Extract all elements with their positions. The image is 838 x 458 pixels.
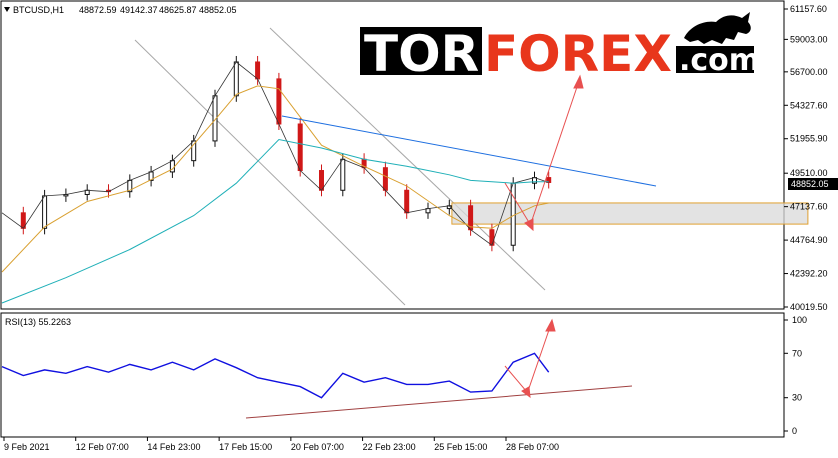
- candle-body: [404, 189, 410, 214]
- price-y-tick-label: 51955.90: [790, 134, 828, 144]
- candle-body: [42, 195, 48, 229]
- ohlc-low: 48625.87: [159, 5, 197, 15]
- logo-text-forex: FOREX: [484, 25, 672, 83]
- ohlc-open: 48872.59: [79, 5, 117, 15]
- logo-text-com: .com: [679, 43, 760, 78]
- candle-body: [255, 61, 261, 80]
- price-y-tick-label: 56700.00: [790, 67, 828, 77]
- logo-box-com: [676, 46, 754, 73]
- forecast-arrow-down: [504, 182, 531, 225]
- price-panel-header: BTCUSD,H1 48872.59 49142.37 48625.87 488…: [4, 5, 237, 15]
- candle-body: [340, 158, 346, 191]
- rsi-forecast-arrow-down: [504, 365, 528, 393]
- rsi-line: [1, 352, 550, 399]
- support-zone: [451, 202, 809, 225]
- rsi-series: [1, 352, 550, 399]
- rsi-y-tick-label: 0: [792, 426, 797, 436]
- x-tick-label: 20 Feb 07:00: [291, 442, 344, 452]
- ma-slow-line: [1, 138, 549, 304]
- resistance-trendline: [281, 115, 657, 187]
- rsi-arrowhead-down: [521, 386, 531, 399]
- x-tick-label: 22 Feb 23:00: [363, 442, 416, 452]
- price-y-tick-label: 49510.00: [790, 168, 828, 178]
- price-y-tick-label: 59003.00: [790, 34, 828, 44]
- ohlc-high: 49142.37: [120, 5, 158, 15]
- logo-box-tor: [360, 27, 482, 75]
- rsi-y-tick-label: 70: [792, 348, 802, 358]
- x-tick-label: 12 Feb 07:00: [76, 442, 129, 452]
- last-price-badge: [788, 178, 838, 190]
- x-tick-label: 28 Feb 07:00: [506, 442, 559, 452]
- candle-body: [382, 167, 388, 191]
- bull-icon: [684, 12, 751, 44]
- x-tick-label: 17 Feb 15:00: [219, 442, 272, 452]
- price-y-tick-label: 61157.60: [790, 4, 827, 14]
- candle-body: [489, 229, 495, 246]
- price-y-axis: 61157.60 59003.00 56700.00 54327.60 51955.90…: [784, 4, 828, 312]
- rsi-panel-frame: [0, 312, 785, 438]
- forecast-arrowhead-up: [573, 74, 584, 89]
- candle-body: [297, 123, 303, 172]
- price-y-tick-label: 42392.20: [790, 269, 828, 279]
- forecast-arrows: [504, 74, 584, 232]
- rsi-y-tick-label: 30: [792, 393, 802, 403]
- price-y-tick-label: 40019.50: [790, 302, 828, 312]
- x-tick-label: 9 Feb 2021: [4, 442, 50, 452]
- channel-line-lower: [134, 39, 406, 306]
- rsi-arrowhead-up: [545, 318, 556, 332]
- time-x-axis: 9 Feb 2021 12 Feb 07:00 14 Feb 23:00 17 Feb…: [3, 437, 559, 452]
- rsi-trendline: [245, 385, 633, 419]
- x-tick-label: 25 Feb 15:00: [434, 442, 487, 452]
- rsi-forecast-arrow-up: [526, 326, 551, 395]
- rsi-title: RSI(13) 55.2263: [5, 317, 71, 327]
- torforex-logo: TOR FOREX .com: [360, 12, 760, 83]
- price-y-tick-label: 44764.90: [790, 235, 828, 245]
- price-series: [1, 55, 552, 252]
- logo-text-tor: TOR: [364, 25, 479, 83]
- candle-body: [233, 61, 239, 97]
- symbol-title: BTCUSD,H1: [13, 5, 64, 15]
- moving-average-fast: [1, 85, 549, 273]
- ma-fast-line: [1, 85, 549, 273]
- x-tick-label: 14 Feb 23:00: [147, 442, 200, 452]
- candle-body: [319, 170, 324, 191]
- candle-body: [276, 78, 282, 125]
- channel-line-upper: [269, 27, 546, 291]
- moving-average-slow: [1, 138, 549, 304]
- rsi-y-tick-label: 100: [792, 315, 807, 325]
- price-y-tick-label: 54327.60: [790, 100, 828, 110]
- forecast-arrow-up: [529, 83, 579, 227]
- rsi-y-axis: 100 70 30 0: [784, 315, 807, 436]
- price-y-tick-label: 47137.60: [790, 202, 828, 212]
- chart-symbol-icon: [4, 7, 10, 12]
- last-price-badge-text: 48852.05: [791, 179, 829, 189]
- rsi-forecast-arrows: [504, 318, 556, 399]
- candle-body: [510, 182, 516, 246]
- price-line: [1, 61, 549, 246]
- ohlc-close: 48852.05: [199, 5, 237, 15]
